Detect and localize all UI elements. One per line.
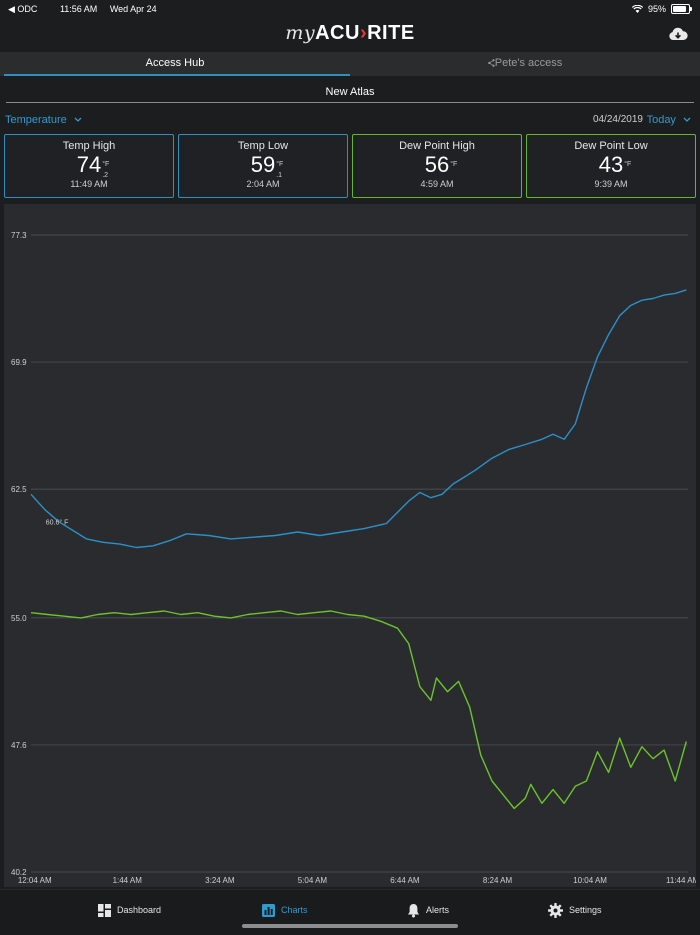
wifi-icon [631, 5, 643, 13]
range-dropdown[interactable]: Today [647, 114, 691, 126]
status-bar: ◀ ODC 11:56 AM Wed Apr 24 95% [0, 0, 700, 18]
nav-settings[interactable]: Settings [548, 900, 602, 920]
card-value: 56 [424, 152, 450, 177]
acurite-logo: myACU›RITE [285, 22, 415, 44]
x-tick-label: 3:24 AM [205, 876, 235, 885]
home-indicator [242, 924, 458, 928]
sensor-dropdown[interactable]: Temperature [5, 114, 82, 126]
y-tick-label: 62.5 [11, 485, 27, 494]
y-tick-label: 40.2 [11, 868, 27, 877]
dew-point-series-line [30, 610, 687, 810]
chart-canvas[interactable]: 77.3 69.9 62.5 55.0 47.6 40.212:04 AM 1:44 AM 3… [4, 204, 696, 887]
x-tick-label: 6:44 AM [390, 876, 420, 885]
card-value: 74 [76, 152, 102, 177]
card-title: Temp High [62, 140, 116, 152]
y-tick-label: 47.6 [11, 741, 27, 750]
card-title: Temp Low [237, 140, 289, 152]
card-time: 2:04 AM [246, 179, 280, 189]
station-name[interactable]: New Atlas [6, 82, 694, 103]
card-unit: °F [276, 161, 284, 168]
card-dew-point-high: Dew Point High 56 °F 4:59 AM [352, 134, 522, 198]
card-time: 9:39 AM [594, 179, 628, 189]
chart-controls: Temperature 04/24/2019 Today [0, 114, 700, 130]
share-icon [487, 59, 495, 67]
charts-icon [262, 903, 275, 917]
back-to-app-link[interactable]: ◀ ODC [8, 4, 38, 14]
x-tick-label: 10:04 AM [573, 876, 607, 885]
tab-access-hub-label: Access Hub [145, 57, 205, 69]
temperature-series-line [30, 289, 687, 549]
sensor-dropdown-label: Temperature [5, 114, 67, 126]
y-tick-label: 77.3 [11, 231, 27, 240]
card-temp-high: Temp High 74 °F .2 11:49 AM [4, 134, 174, 198]
card-title: Dew Point Low [574, 140, 648, 152]
dashboard-icon [98, 903, 111, 917]
app-header: myACU›RITE [0, 18, 700, 51]
cloud-download-icon[interactable] [668, 26, 688, 42]
y-tick-label: 69.9 [11, 358, 27, 367]
carrier-label: ODC [17, 4, 38, 14]
nav-dashboard-label: Dashboard [117, 905, 162, 915]
card-unit: °F [450, 161, 458, 168]
x-tick-label: 11:44 AM [666, 876, 696, 885]
x-tick-label: 5:04 AM [298, 876, 328, 885]
bell-icon [408, 903, 419, 917]
nav-alerts[interactable]: Alerts [407, 900, 449, 920]
x-tick-label: 1:44 AM [113, 876, 143, 885]
x-tick-label: 8:24 AM [483, 876, 513, 885]
card-value: 59 [250, 152, 276, 177]
status-time: 11:56 AM [59, 4, 98, 14]
battery-percent: 95% [647, 4, 666, 14]
nav-dashboard[interactable]: Dashboard [98, 900, 161, 920]
card-dew-point-low: Dew Point Low 43 °F 9:39 AM [526, 134, 696, 198]
card-decimal: .2 [102, 172, 109, 179]
card-title: Dew Point High [399, 140, 475, 152]
nav-charts[interactable]: Charts [262, 900, 308, 920]
battery-icon [671, 4, 692, 14]
card-decimal: .1 [276, 172, 283, 179]
bottom-nav: Dashboard Charts Alerts Settings [0, 889, 700, 935]
tab-petes-access[interactable]: Pete's access [350, 52, 700, 76]
x-tick-label: 12:04 AM [18, 876, 52, 885]
selected-date: 04/24/2019 [592, 114, 643, 125]
card-unit: °F [624, 161, 632, 168]
tab-petes-access-label: Pete's access [494, 57, 563, 69]
temperature-chart[interactable]: 77.3 69.9 62.5 55.0 47.6 40.2 12:04 AM 1:44 AM 3… [4, 204, 696, 887]
card-value: 43 [598, 152, 624, 177]
active-tab-indicator [4, 74, 350, 76]
chart-annotation: 60.6° F [46, 519, 69, 527]
nav-settings-label: Settings [569, 905, 602, 915]
status-date: Wed Apr 24 [109, 4, 157, 14]
tab-access-hub[interactable]: Access Hub [0, 52, 350, 76]
y-tick-label: 55.0 [11, 614, 27, 623]
chevron-down-icon [74, 117, 82, 122]
gear-icon [548, 902, 563, 918]
nav-alerts-label: Alerts [426, 905, 450, 915]
card-time: 11:49 AM [70, 179, 108, 189]
card-temp-low: Temp Low 59 °F .1 2:04 AM [178, 134, 348, 198]
range-dropdown-label: Today [646, 114, 676, 126]
nav-charts-label: Charts [281, 905, 308, 915]
card-unit: °F [102, 161, 110, 168]
hub-tabs: Access Hub Pete's access [0, 52, 700, 76]
chevron-down-icon [683, 117, 691, 122]
summary-cards: Temp High 74 °F .2 11:49 AM Temp Low 59 °F.… [4, 134, 696, 198]
card-time: 4:59 AM [420, 179, 454, 189]
